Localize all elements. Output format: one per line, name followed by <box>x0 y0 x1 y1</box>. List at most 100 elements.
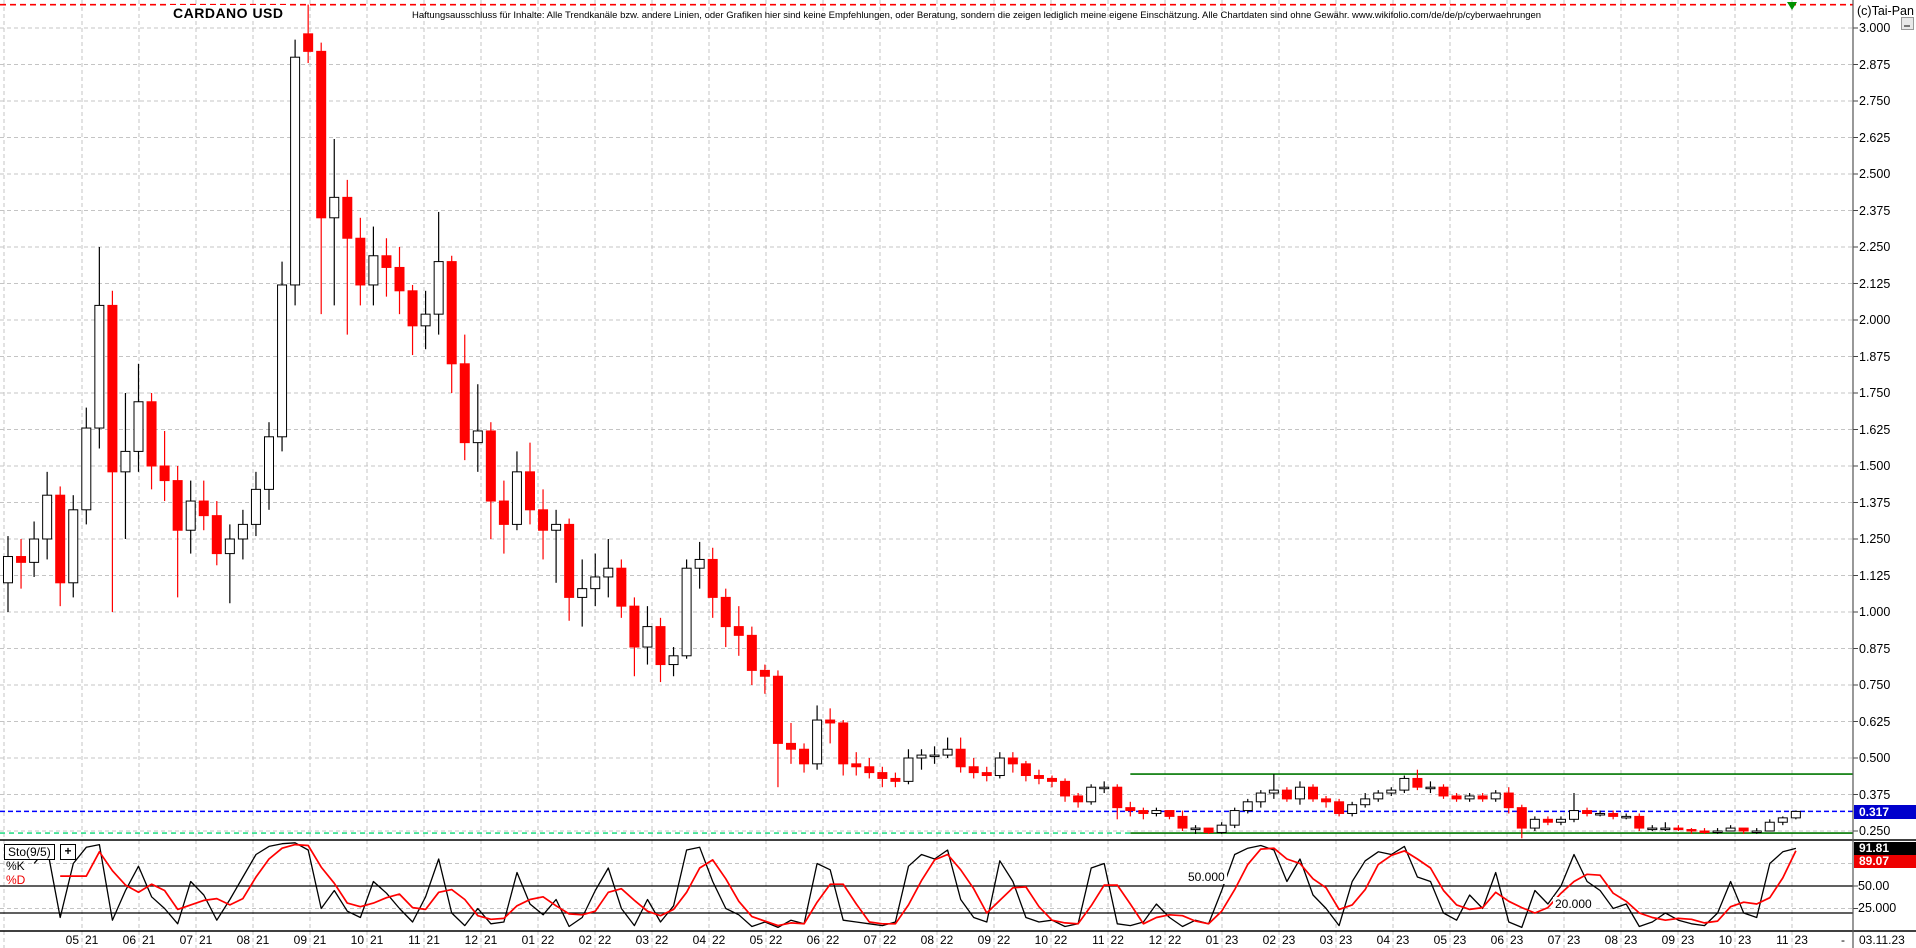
candle-body <box>250 488 261 525</box>
candle-body <box>1595 812 1606 816</box>
price-tick-label: 2.250 <box>1859 240 1891 254</box>
candle-body <box>459 363 470 444</box>
candle-body <box>211 515 222 555</box>
price-tick-label: 1.875 <box>1859 349 1891 364</box>
candle-body <box>1503 792 1514 809</box>
candle-body <box>485 430 496 502</box>
month-label: 06 23 <box>1476 933 1538 947</box>
candle-body <box>772 675 783 744</box>
candle-body <box>968 766 979 774</box>
month-label-year: 23 <box>1567 933 1581 947</box>
month-label-month: 05 <box>1433 933 1447 947</box>
candle-body <box>381 255 392 268</box>
stoch-level-25-label: 25.000 <box>1858 901 1897 915</box>
candle-body <box>159 465 170 482</box>
candle-body <box>1699 830 1710 833</box>
month-label-month: 09 <box>977 933 991 947</box>
month-label-month: 06 <box>806 933 820 947</box>
candle-body <box>1321 798 1332 803</box>
month-label: 10 23 <box>1704 933 1766 947</box>
stoch-k-line <box>33 842 1797 929</box>
candle-body <box>237 523 248 540</box>
month-label: 10 21 <box>336 933 398 947</box>
candle-body <box>616 567 627 607</box>
candle-body <box>407 290 418 327</box>
candle-body <box>1112 786 1123 809</box>
candle-body <box>890 777 901 782</box>
candle-body <box>812 719 823 765</box>
month-label: 02 23 <box>1248 933 1310 947</box>
price-tick-label: 1.750 <box>1859 386 1891 400</box>
window-minimize-icon[interactable] <box>1901 17 1914 30</box>
month-label-month: 10 <box>350 933 364 947</box>
month-label-month: 03 <box>635 933 649 947</box>
candle-body <box>277 284 288 438</box>
month-label-year: 23 <box>1738 933 1752 947</box>
candle-body <box>1242 801 1253 812</box>
candle-body <box>994 757 1005 777</box>
page-title: CARDANO USD <box>170 5 287 21</box>
month-label-month: 06 <box>1490 933 1504 947</box>
month-label-month: 07 <box>1547 933 1561 947</box>
candle-body <box>642 626 653 648</box>
month-label-year: 23 <box>1339 933 1353 947</box>
month-label-year: 23 <box>1225 933 1239 947</box>
month-label-year: 22 <box>883 933 897 947</box>
candle-body <box>655 626 666 666</box>
candle-body <box>1007 757 1018 765</box>
candle-body <box>1099 786 1110 790</box>
month-label-month: 04 <box>692 933 706 947</box>
candle-body <box>864 766 875 774</box>
stoch-k-value-badge: 91.81 <box>1854 842 1916 855</box>
month-label-month: 12 <box>1148 933 1162 947</box>
month-label-month: 11 <box>408 933 421 947</box>
month-label-year: 22 <box>598 933 612 947</box>
month-label-month: 09 <box>1661 933 1675 947</box>
candle-body <box>694 558 705 569</box>
stoch-d-value-badge: 89.07 <box>1854 855 1916 868</box>
month-label: 07 21 <box>165 933 227 947</box>
month-label: 11 22 <box>1077 933 1139 947</box>
month-label: 07 22 <box>849 933 911 947</box>
candle-body <box>107 304 118 473</box>
month-label-year: 21 <box>484 933 498 947</box>
month-label-year: 22 <box>1110 933 1124 947</box>
candle-body <box>1203 827 1214 833</box>
candle-body <box>355 237 366 286</box>
candle-body <box>1060 780 1071 797</box>
candle-body <box>668 655 679 666</box>
candle-body <box>564 523 575 598</box>
candle-body <box>368 255 379 286</box>
candle-body <box>185 500 196 531</box>
candle-body <box>1582 810 1593 814</box>
candle-body <box>1777 817 1788 823</box>
indicator-add-button[interactable]: + <box>60 844 76 860</box>
candle-body <box>825 719 836 724</box>
candle-body <box>1412 777 1423 788</box>
month-label: 02 22 <box>564 933 626 947</box>
month-label-year: 21 <box>426 933 440 947</box>
candle-body <box>759 669 770 677</box>
candle-body <box>29 538 40 563</box>
current-price-badge: 0.317 <box>1854 805 1916 819</box>
candle-body <box>1216 824 1227 833</box>
month-label-month: 08 <box>236 933 250 947</box>
candle-body <box>1033 775 1044 779</box>
candle-body <box>1360 798 1371 806</box>
candle-body <box>942 748 953 756</box>
candle-body <box>264 436 274 490</box>
candle-body <box>603 567 614 578</box>
candle-body <box>786 742 796 750</box>
month-label-year: 21 <box>256 933 270 947</box>
month-label: 12 22 <box>1134 933 1196 947</box>
month-label: 09 22 <box>963 933 1025 947</box>
candle-body <box>1738 827 1749 832</box>
candle-body <box>1477 795 1488 800</box>
candle-body <box>1399 777 1410 791</box>
candle-body <box>303 33 314 52</box>
month-label: 06 22 <box>792 933 854 947</box>
copyright-label: (c)Tai-Pan <box>1857 4 1914 18</box>
price-tick-label: 2.750 <box>1859 94 1891 108</box>
candle-body <box>1229 810 1240 826</box>
indicator-name-box[interactable]: Sto(9/5) <box>4 844 55 860</box>
